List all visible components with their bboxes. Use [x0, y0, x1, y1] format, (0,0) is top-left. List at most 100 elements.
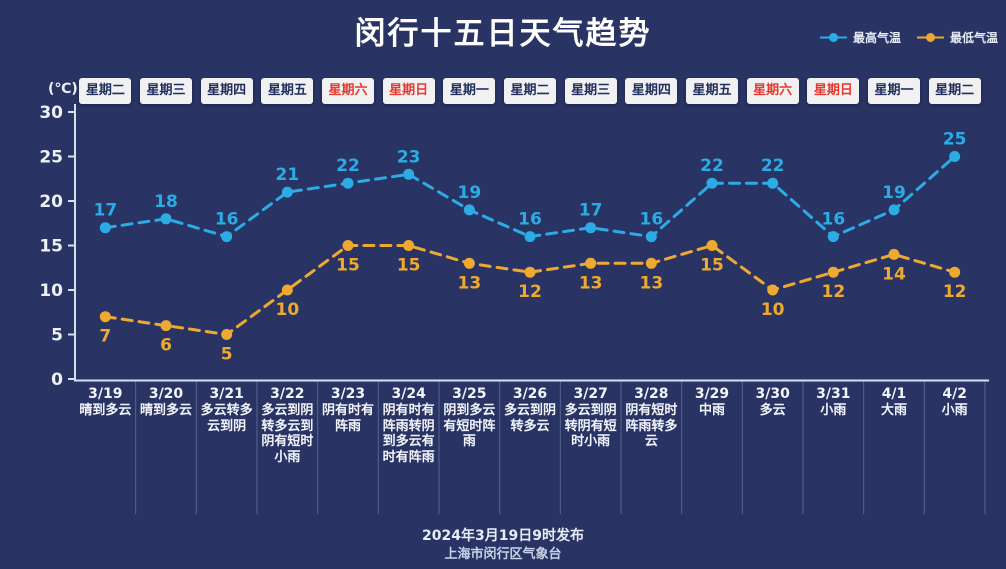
low-temp-point-3/26 [524, 266, 536, 278]
day-cell-3/30: 3/30 多云 [744, 385, 802, 419]
legend-item-low-temp[interactable]: 最低气温 [916, 28, 998, 47]
low-temp-value-label: 14 [882, 264, 906, 284]
low-temp-value-label: 10 [275, 300, 299, 320]
y-tick-label: 15 [39, 237, 63, 257]
high-temp-value-label: 19 [457, 183, 481, 203]
condition-label: 小雨 [941, 403, 968, 418]
low-temp-point-3/27 [585, 257, 597, 269]
low-temp-line-dot-icon [916, 28, 944, 47]
low-temp-value-label: 13 [639, 273, 663, 293]
low-temp-value-label: 15 [336, 256, 360, 276]
date-label: 3/30 [755, 386, 790, 402]
low-temp-point-3/23 [342, 240, 354, 251]
high-temp-point-3/26 [524, 231, 536, 243]
publish-time: 2024年3月19日9时发布 [422, 528, 584, 544]
high-temp-point-3/23 [342, 177, 354, 189]
day-cell-3/29: 3/29 中雨 [683, 385, 741, 419]
day-cell-3/26: 3/26 多云到阴转多云 [501, 385, 559, 434]
high-temp-value-label: 16 [639, 210, 663, 230]
high-temp-value-label: 22 [336, 156, 360, 176]
day-cell-3/20: 3/20 晴到多云 [137, 385, 195, 419]
legend-label-low: 最低气温 [949, 31, 998, 45]
day-cell-3/21: 3/21 多云转多云到阴 [198, 385, 256, 434]
low-temp-point-3/24 [403, 240, 415, 251]
low-temp-value-label: 15 [397, 256, 421, 276]
date-label: 3/28 [634, 386, 669, 402]
high-temp-point-3/27 [585, 222, 597, 234]
high-temp-value-label: 23 [397, 147, 421, 167]
day-cell-4/2: 4/2 小雨 [926, 385, 984, 419]
weekday-box-3/28: 星期四 [625, 78, 678, 104]
low-temp-point-3/29 [706, 240, 718, 251]
condition-label: 多云到阴转多云 [503, 403, 556, 434]
page-title: 闵行十五日天气趋势 [354, 16, 652, 52]
y-tick-label: 5 [51, 326, 63, 346]
high-temp-value-label: 25 [943, 130, 967, 150]
date-label: 4/1 [881, 386, 907, 402]
date-label: 3/26 [512, 386, 548, 402]
day-cell-3/24: 3/24 阴有时有阵雨转阴到多云有时有阵雨 [380, 385, 438, 465]
weekday-box-3/26: 星期二 [504, 78, 556, 104]
condition-label: 多云转多云到阴 [200, 403, 253, 434]
day-cell-3/22: 3/22 多云到阴转多云到阴有短时小雨 [258, 385, 316, 465]
high-temp-value-label: 17 [93, 201, 117, 221]
low-temp-value-label: 6 [160, 336, 172, 356]
date-label: 3/27 [573, 386, 608, 402]
legend-label-high: 最高气温 [852, 31, 901, 45]
high-temp-point-3/25 [463, 204, 475, 216]
y-tick-label: 20 [39, 192, 63, 212]
low-temp-point-3/19 [99, 311, 111, 323]
high-temp-value-label: 18 [154, 192, 178, 212]
condition-label: 阴有时有阵雨 [321, 403, 374, 434]
day-cell-3/28: 3/28 阴有短时阵雨转多云 [622, 385, 680, 450]
weekday-box-3/31: 星期日 [807, 78, 860, 104]
condition-label: 晴到多云 [79, 403, 132, 418]
low-temp-value-label: 13 [457, 273, 481, 293]
high-temp-value-label: 19 [882, 183, 906, 203]
high-temp-point-3/24 [403, 168, 415, 180]
weekday-box-3/19: 星期二 [79, 78, 132, 104]
high-temp-value-label: 17 [579, 201, 603, 221]
high-temp-value-label: 16 [821, 210, 845, 230]
weekday-box-3/29: 星期五 [686, 78, 738, 104]
y-tick-label: 0 [51, 370, 63, 390]
high-temp-point-3/21 [221, 231, 233, 243]
date-label: 3/22 [270, 386, 305, 402]
footer: 2024年3月19日9时发布 上海市闵行区气象台 [0, 527, 1006, 564]
legend-item-high-temp[interactable]: 最高气温 [819, 28, 901, 47]
low-temp-point-4/1 [888, 248, 900, 260]
high-temp-value-label: 22 [761, 156, 785, 176]
condition-label: 阴有短时阵雨转多云 [625, 403, 678, 449]
weekday-box-3/30: 星期六 [746, 78, 799, 104]
weekday-box-3/27: 星期三 [564, 78, 617, 104]
weekday-box-3/22: 星期五 [261, 78, 314, 104]
low-temp-value-label: 13 [579, 273, 603, 293]
day-cell-3/23: 3/23 阴有时有阵雨 [319, 385, 377, 434]
date-label: 3/19 [88, 386, 123, 402]
day-cell-3/27: 3/27 多云到阴转阴有短时小雨 [562, 385, 620, 450]
date-label: 3/23 [330, 386, 366, 402]
low-temp-value-label: 12 [518, 282, 542, 302]
condition-label: 晴到多云 [139, 403, 192, 418]
high-temp-point-3/20 [160, 213, 172, 225]
weekday-box-3/20: 星期三 [140, 78, 192, 104]
high-temp-value-label: 21 [275, 165, 299, 185]
condition-label: 多云到阴转多云到阴有短时小雨 [261, 403, 314, 465]
high-temp-point-3/31 [827, 231, 839, 243]
low-temp-point-3/25 [463, 257, 475, 269]
condition-label: 多云 [759, 403, 786, 418]
publisher: 上海市闵行区气象台 [444, 547, 562, 562]
high-temp-value-label: 16 [215, 210, 239, 230]
day-cell-4/1: 4/1 大雨 [865, 385, 923, 419]
day-cell-3/25: 3/25 阴到多云有短时阵雨 [440, 385, 498, 450]
condition-label: 阴有时有阵雨转阴到多云有时有阵雨 [382, 403, 435, 465]
y-axis-unit: (℃) [48, 81, 78, 97]
weekday-box-3/21: 星期四 [200, 78, 253, 104]
day-cell-3/31: 3/31 小雨 [804, 385, 862, 419]
y-tick-label: 25 [39, 148, 63, 168]
date-label: 3/25 [452, 386, 487, 402]
date-label: 3/29 [694, 386, 730, 402]
day-cell-3/19: 3/19 晴到多云 [76, 385, 134, 419]
